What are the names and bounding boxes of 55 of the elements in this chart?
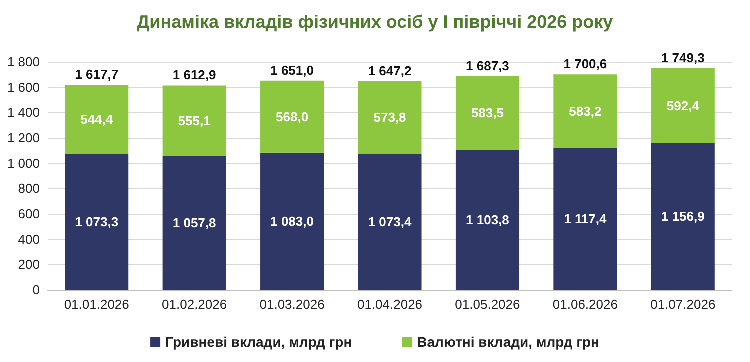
x-tick-label: 01.02.2026 (162, 297, 228, 312)
total-label: 1 749,3 (661, 50, 705, 66)
data-label: 1 073,3 (75, 214, 119, 230)
y-tick-label: 200 (18, 257, 40, 272)
data-label: 1 117,4 (564, 212, 608, 227)
x-tick-label: 01.03.2026 (260, 297, 325, 312)
bar (456, 150, 520, 290)
bar (162, 86, 226, 156)
total-label: 1 647,2 (368, 63, 412, 78)
bar (162, 156, 226, 290)
legend-label: Гривневі вклади, млрд грн (166, 334, 352, 350)
bar (358, 154, 422, 290)
bar (358, 81, 422, 154)
x-tick-label: 01.07.2026 (650, 297, 716, 312)
data-label: 1 156,9 (661, 209, 705, 224)
x-tick-label: 01.05.2026 (455, 297, 520, 312)
legend-label: Валютні вклади, млрд грн (417, 334, 600, 350)
data-label: 544,4 (80, 112, 114, 128)
data-label: 1 057,8 (172, 216, 216, 231)
y-tick-label: 400 (18, 232, 40, 247)
data-label: 1 103,8 (466, 212, 510, 228)
x-tick-label: 01.04.2026 (357, 297, 423, 312)
bar (456, 76, 520, 150)
bar (65, 85, 129, 154)
y-tick-label: 1 400 (7, 105, 40, 120)
data-label: 555,1 (178, 113, 211, 128)
bar (554, 74, 618, 148)
y-tick-label: 0 (32, 282, 40, 298)
total-label: 1 700,6 (564, 56, 608, 72)
x-tick-label: 01.06.2026 (552, 297, 618, 312)
total-label: 1 651,0 (270, 62, 314, 78)
x-tick-label: 01.01.2026 (64, 297, 130, 312)
y-tick-label: 1 600 (7, 80, 40, 95)
y-tick-label: 1 200 (7, 130, 40, 146)
data-label: 1 083,0 (270, 214, 314, 229)
bar (65, 154, 129, 290)
chart-title: Динаміка вкладів фізичних осіб у І півріччі 2026 року (136, 12, 614, 32)
data-label: 1 073,4 (368, 214, 412, 230)
data-label: 583,5 (471, 106, 504, 121)
data-label: 592,4 (666, 98, 700, 114)
total-label: 1 612,9 (172, 68, 216, 83)
bar (260, 152, 324, 290)
y-tick-label: 1 000 (7, 156, 40, 171)
bar (651, 68, 715, 144)
data-label: 583,2 (569, 104, 602, 120)
bar (651, 143, 715, 290)
bar (554, 148, 618, 290)
total-label: 1 687,3 (466, 58, 510, 74)
data-label: 568,0 (276, 109, 309, 124)
total-label: 1 617,7 (75, 67, 119, 82)
y-tick-label: 600 (18, 206, 40, 222)
y-tick-label: 800 (18, 181, 40, 196)
bar (260, 80, 324, 153)
y-tick-label: 1 800 (7, 54, 40, 70)
data-label: 573,8 (374, 110, 406, 126)
